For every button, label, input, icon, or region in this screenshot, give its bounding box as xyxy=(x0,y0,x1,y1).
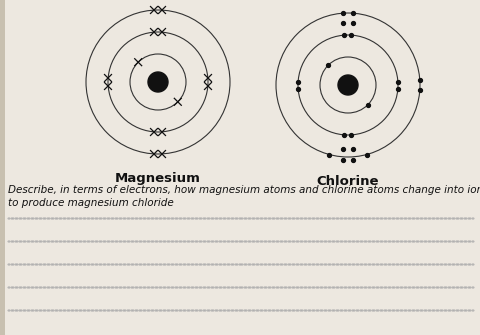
Text: to produce magnesium chloride: to produce magnesium chloride xyxy=(8,198,173,208)
Text: Describe, in terms of electrons, how magnesium atoms and chlorine atoms change i: Describe, in terms of electrons, how mag… xyxy=(8,185,480,195)
Text: Chlorine: Chlorine xyxy=(316,175,378,188)
Text: Magnesium: Magnesium xyxy=(115,172,201,185)
Circle shape xyxy=(148,72,168,92)
Circle shape xyxy=(337,75,357,95)
